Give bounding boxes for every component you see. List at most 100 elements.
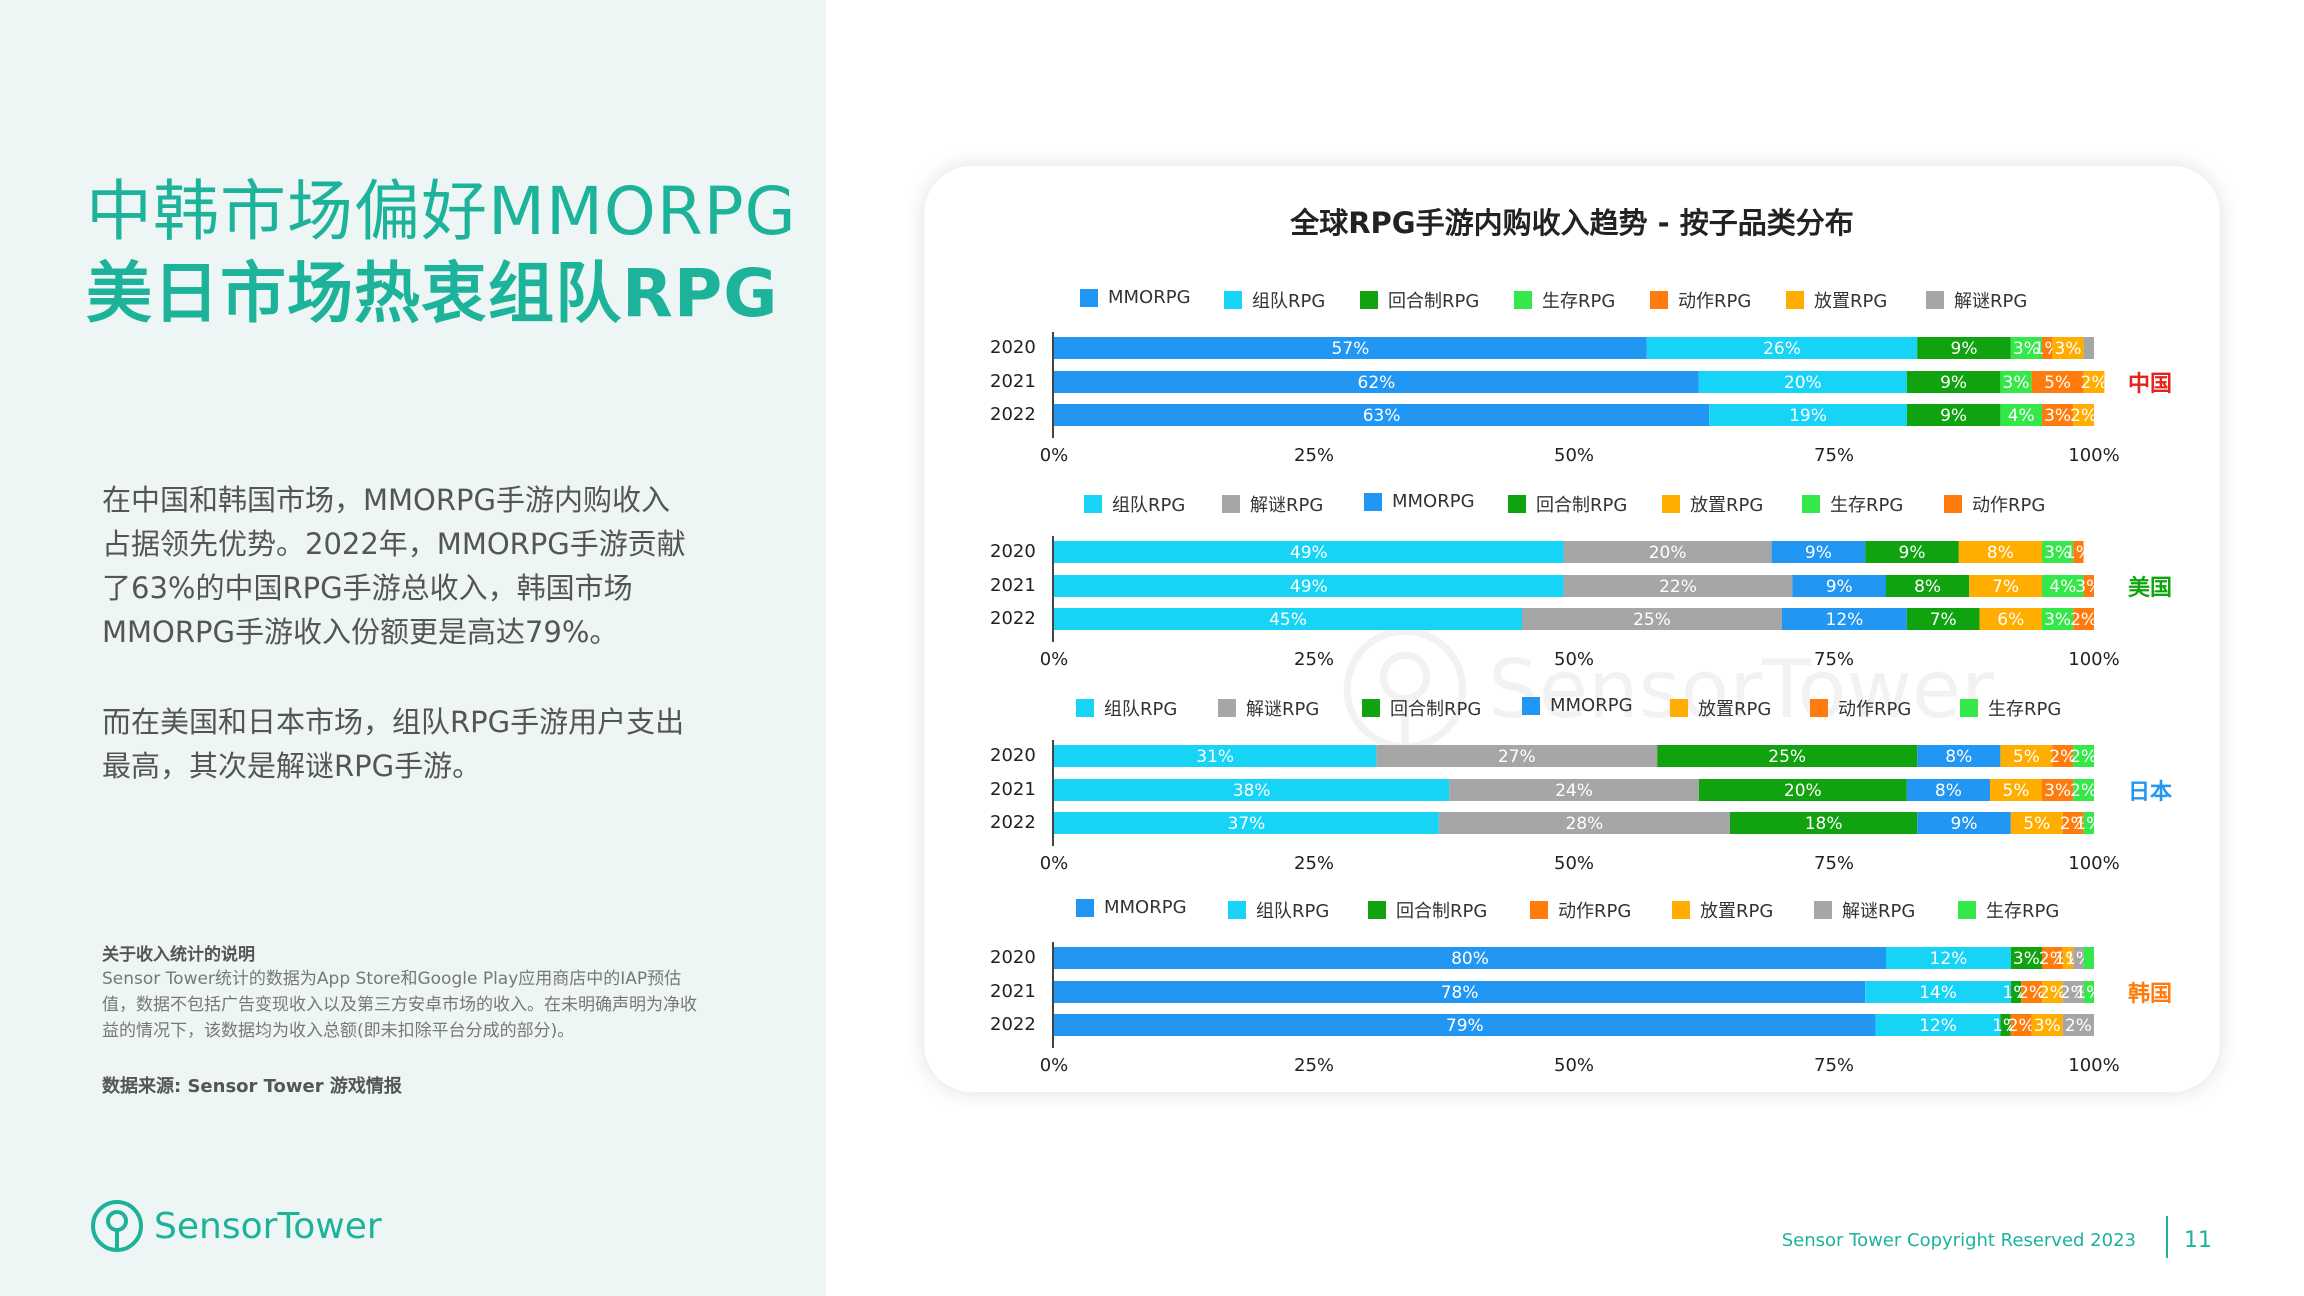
data-label: 25% — [1768, 747, 1806, 767]
bar-segment — [1054, 575, 1564, 597]
legend-swatch — [1802, 495, 1820, 513]
legend-swatch — [1926, 291, 1944, 309]
x-tick-label: 0% — [1039, 649, 1069, 670]
legend-swatch — [1672, 901, 1690, 919]
data-label: 8% — [1945, 747, 1972, 767]
x-tick-label: 75% — [1813, 1055, 1855, 1076]
bar-segment — [1792, 575, 1886, 597]
data-label: 62% — [1358, 373, 1396, 393]
data-label: 9% — [1899, 543, 1926, 563]
legend-label: MMORPG — [1550, 695, 1633, 716]
data-label: 2% — [2060, 983, 2087, 1003]
bar-segment — [2052, 337, 2084, 359]
data-label: 78% — [1441, 983, 1479, 1003]
data-label: 8% — [1935, 781, 1962, 801]
year-label: 2020 — [990, 947, 1036, 968]
data-label: 20% — [1784, 781, 1822, 801]
x-tick-label: 0% — [1039, 1055, 1069, 1076]
legend-item: 动作RPG — [1810, 695, 1911, 721]
region-label: 日本 — [2128, 780, 2173, 805]
data-label: 4% — [2008, 406, 2035, 426]
bar-segment — [2073, 404, 2094, 426]
bar-segment — [2000, 371, 2032, 393]
legend-label: 生存RPG — [1988, 699, 2062, 720]
x-tick-label: 25% — [1293, 1055, 1335, 1076]
x-tick-label: 50% — [1553, 445, 1595, 466]
legend-swatch — [1670, 699, 1688, 717]
data-label: 57% — [1332, 339, 1370, 359]
bar-segment — [2042, 608, 2074, 630]
legend-swatch — [1958, 901, 1976, 919]
bar-segment — [2031, 1014, 2063, 1036]
page-title-line2: 美日市场热衷组队RPG — [86, 255, 779, 332]
legend-swatch — [1362, 699, 1380, 717]
data-label: 3% — [2003, 373, 2030, 393]
sensortower-logo: SensorTower — [90, 1196, 382, 1256]
x-tick-label: 0% — [1039, 445, 1069, 466]
bar-segment — [2083, 981, 2094, 1003]
data-label: 49% — [1290, 543, 1328, 563]
data-label: 12% — [1930, 949, 1968, 969]
bar-segment — [2000, 404, 2042, 426]
year-label: 2020 — [990, 541, 1036, 562]
bar-segment — [1522, 608, 1782, 630]
legend-item: 动作RPG — [1530, 897, 1631, 923]
data-label: 2% — [2049, 747, 2076, 767]
legend-label: MMORPG — [1392, 491, 1475, 512]
bar-segment — [2083, 947, 2094, 969]
bar-segment — [1865, 981, 2011, 1003]
bar-segment — [1917, 812, 2011, 834]
bar-segment — [1563, 541, 1772, 563]
legend-item: MMORPG — [1364, 491, 1475, 512]
legend-item: 解谜RPG — [1814, 897, 1915, 923]
legend-item: 组队RPG — [1224, 287, 1325, 313]
year-label: 2020 — [990, 337, 1036, 358]
data-label: 80% — [1451, 949, 1489, 969]
year-label: 2022 — [990, 1014, 1036, 1035]
legend-label: 生存RPG — [1542, 291, 1616, 312]
data-label: 5% — [2044, 373, 2071, 393]
paragraph-1: 在中国和韩国市场，MMORPG手游内购收入占据领先优势。2022年，MMORPG… — [102, 483, 686, 649]
data-label: 12% — [1919, 1016, 1957, 1036]
data-label: 3% — [2013, 949, 2040, 969]
bar-segment — [1646, 337, 1918, 359]
legend-label: 解谜RPG — [1250, 495, 1324, 516]
legend-swatch — [1368, 901, 1386, 919]
bar-segment — [2010, 337, 2042, 359]
bar-segment — [1563, 575, 1793, 597]
legend-label: 组队RPG — [1256, 901, 1330, 922]
legend-label: 放置RPG — [1698, 699, 1772, 720]
bar-segment — [1698, 779, 1907, 801]
legend-swatch — [1508, 495, 1526, 513]
bar-segment — [2083, 337, 2094, 359]
year-label: 2020 — [990, 745, 1036, 766]
y-axis-line — [1052, 536, 1054, 642]
x-tick-label: 25% — [1293, 853, 1335, 874]
bar-segment — [2062, 981, 2084, 1003]
x-tick-label: 50% — [1553, 853, 1595, 874]
bar-segment — [1054, 337, 1647, 359]
footer-copyright: Sensor Tower Copyright Reserved 2023 — [1781, 1230, 2136, 1251]
data-label: 49% — [1290, 577, 1328, 597]
stacked-bar-chart: 57% 26% 9% 3%1%3%62% 20% 9% 3% 5% 2%63% 19% 9% 4% 3%… — [1054, 337, 2107, 426]
bar-segment — [2042, 981, 2063, 1003]
legend-swatch — [1530, 901, 1548, 919]
legend-label: 生存RPG — [1830, 495, 1904, 516]
data-label: 19% — [1789, 406, 1827, 426]
x-tick-label: 0% — [1039, 853, 1069, 874]
data-label: 1% — [2075, 983, 2102, 1003]
data-label: 5% — [2003, 781, 2030, 801]
data-label: 79% — [1446, 1016, 1484, 1036]
data-label: 2% — [2008, 1016, 2035, 1036]
legend-label: 放置RPG — [1690, 495, 1764, 516]
bar-segment — [1990, 779, 2042, 801]
data-label: 3% — [2034, 1016, 2061, 1036]
note-body: Sensor Tower统计的数据为App Store和Google Play应… — [102, 969, 697, 1041]
footer-divider — [2166, 1216, 2168, 1258]
bar-segment — [2021, 981, 2042, 1003]
data-label: 2% — [2065, 1016, 2092, 1036]
bar-segment — [2052, 745, 2074, 767]
y-axis-line — [1052, 942, 1054, 1048]
bar-segment — [1054, 608, 1522, 630]
year-label: 2021 — [990, 779, 1036, 800]
